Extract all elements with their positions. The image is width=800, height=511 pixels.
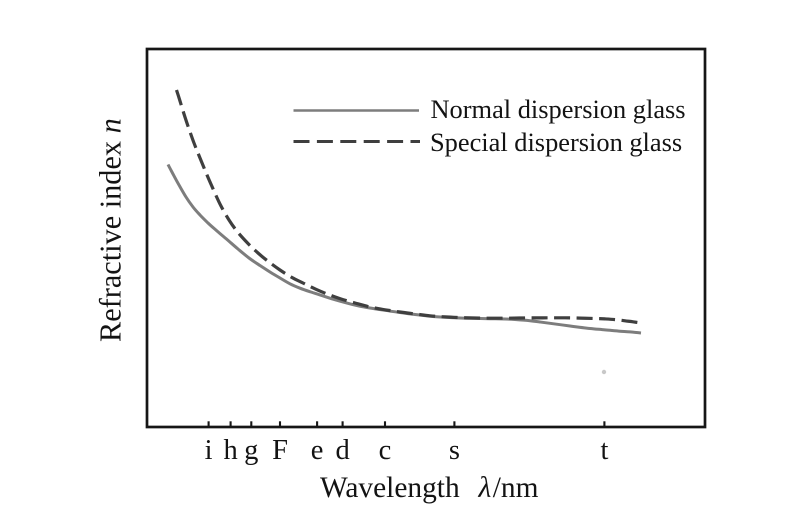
svg-text:g: g	[244, 435, 258, 466]
svg-text:i: i	[205, 435, 213, 466]
svg-text:Wavelength λ/nm: Wavelength λ/nm	[320, 472, 539, 504]
svg-text:Refractive index n: Refractive index n	[94, 118, 128, 342]
svg-text:F: F	[272, 435, 288, 466]
svg-text:e: e	[311, 435, 324, 466]
svg-text:Special dispersion glass: Special dispersion glass	[430, 127, 682, 157]
svg-text:s: s	[449, 435, 460, 466]
svg-text:Normal dispersion glass: Normal dispersion glass	[431, 94, 686, 124]
svg-text:h: h	[223, 435, 237, 466]
svg-text:c: c	[379, 435, 392, 466]
svg-text:d: d	[335, 435, 349, 466]
svg-text:t: t	[600, 435, 608, 466]
